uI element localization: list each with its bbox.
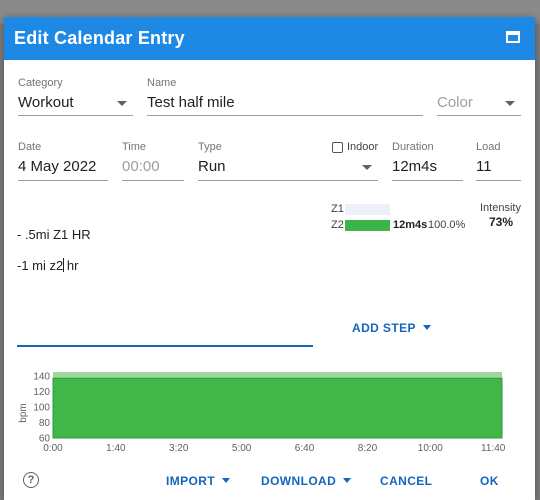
description-line: - .5mi Z1 HR xyxy=(17,227,91,242)
cancel-button[interactable]: CANCEL xyxy=(380,474,433,488)
intensity-value: 73% xyxy=(489,215,514,229)
help-icon[interactable]: ? xyxy=(23,472,39,488)
chart-plot: 60 80 100 120 140 0:00 1:40 3:20 5:00 6:40 8:20 10:… xyxy=(33,371,505,454)
date-value: 4 May 2022 xyxy=(18,158,97,175)
y-tick-label: 140 xyxy=(33,371,50,382)
y-tick-label: 60 xyxy=(39,434,51,445)
chevron-down-icon xyxy=(362,165,372,170)
time-field[interactable]: Time 00:00 xyxy=(122,141,184,181)
x-tick-label: 8:20 xyxy=(358,443,378,454)
zone-bar-track xyxy=(345,204,390,215)
date-field[interactable]: Date 4 May 2022 xyxy=(18,141,108,181)
x-tick-label: 10:00 xyxy=(418,443,443,454)
indoor-label: Indoor xyxy=(347,141,379,153)
duration-field[interactable]: Duration 12m4s xyxy=(392,141,463,181)
intensity-label: Intensity xyxy=(480,202,521,214)
category-value: Workout xyxy=(18,94,74,111)
hr-area xyxy=(52,377,503,439)
zone-label: Z1 xyxy=(331,203,344,215)
zone-percent: 100.0% xyxy=(428,219,466,231)
chevron-down-icon xyxy=(422,325,431,330)
name-field[interactable]: Name Test half mile xyxy=(147,77,423,116)
target-band xyxy=(53,372,502,379)
indoor-checkbox[interactable]: Indoor xyxy=(332,141,382,157)
y-tick-label: 100 xyxy=(33,402,50,413)
type-select[interactable]: Type Run xyxy=(198,141,378,181)
name-label: Name xyxy=(147,77,177,89)
chevron-down-icon xyxy=(222,478,231,483)
duration-value: 12m4s xyxy=(392,158,438,175)
download-button[interactable]: DOWNLOAD xyxy=(261,474,352,488)
category-select[interactable]: Category Workout xyxy=(18,77,133,116)
color-underline xyxy=(437,115,521,116)
date-underline xyxy=(18,180,108,181)
x-tick-label: 1:40 xyxy=(106,443,126,454)
x-tick-label: 0:00 xyxy=(43,443,63,454)
x-tick-label: 11:40 xyxy=(481,443,506,454)
load-field[interactable]: Load 11 xyxy=(476,141,521,181)
x-tick-label: 5:00 xyxy=(232,443,252,454)
zone-time: 12m4s xyxy=(393,219,428,231)
chevron-down-icon xyxy=(343,478,352,483)
description-line: -1 mi z2 hr xyxy=(17,258,79,273)
chevron-down-icon xyxy=(117,101,127,106)
dialog-title: Edit Calendar Entry xyxy=(14,28,185,48)
download-label: DOWNLOAD xyxy=(261,474,337,488)
description-editor[interactable]: - .5mi Z1 HR -1 mi z2 hr xyxy=(17,217,313,347)
dialog-titlebar: Edit Calendar Entry xyxy=(4,17,535,60)
import-label: IMPORT xyxy=(166,474,216,488)
color-select[interactable]: Color xyxy=(437,77,521,116)
category-underline xyxy=(18,115,133,116)
type-underline xyxy=(198,180,378,181)
duration-underline xyxy=(392,180,463,181)
import-button[interactable]: IMPORT xyxy=(166,474,231,488)
chevron-down-icon xyxy=(505,101,515,106)
date-label: Date xyxy=(18,141,42,153)
time-label: Time xyxy=(122,141,147,153)
checkbox-icon[interactable] xyxy=(332,142,343,153)
load-underline xyxy=(476,180,521,181)
description-underline xyxy=(17,345,313,347)
y-tick-label: 120 xyxy=(33,387,50,398)
name-value: Test half mile xyxy=(147,94,235,111)
duration-label: Duration xyxy=(392,141,434,153)
category-label: Category xyxy=(18,77,63,89)
time-placeholder: 00:00 xyxy=(122,158,160,175)
maximize-icon[interactable] xyxy=(506,31,520,43)
y-axis-label: bpm xyxy=(18,403,29,422)
zone-bar-track xyxy=(345,220,390,231)
add-step-button[interactable]: ADD STEP xyxy=(352,321,431,335)
type-label: Type xyxy=(198,141,222,153)
color-placeholder: Color xyxy=(437,94,473,111)
x-tick-label: 6:40 xyxy=(295,443,315,454)
ok-button[interactable]: OK xyxy=(480,474,499,488)
y-tick-label: 80 xyxy=(39,418,51,429)
heart-rate-chart: bpm 60 80 100 120 140 0:00 1:40 3:20 5:00 6:40 8:2… xyxy=(18,371,506,454)
zone-bar-fill xyxy=(345,220,390,231)
load-value: 11 xyxy=(476,158,492,175)
add-step-label: ADD STEP xyxy=(352,321,416,335)
zone-label: Z2 xyxy=(331,219,344,231)
edit-calendar-dialog: Edit Calendar Entry Category Workout Nam… xyxy=(4,17,535,500)
x-tick-label: 3:20 xyxy=(169,443,189,454)
load-label: Load xyxy=(476,141,501,153)
text-cursor xyxy=(63,258,64,272)
name-underline xyxy=(147,115,423,116)
time-underline xyxy=(122,180,184,181)
type-value: Run xyxy=(198,158,226,175)
